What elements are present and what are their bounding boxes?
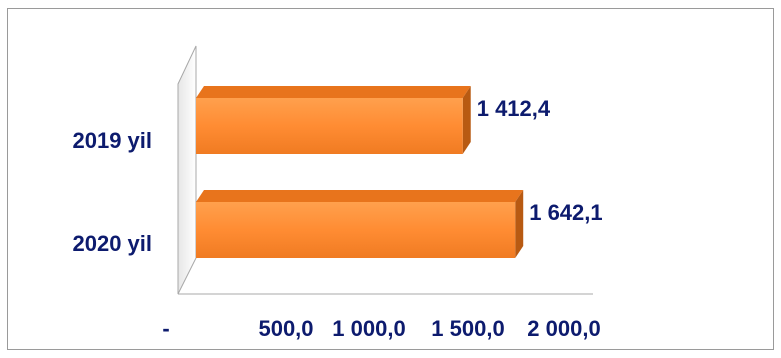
bar-top-face: [196, 190, 524, 202]
category-label: 2019 yil: [72, 128, 152, 153]
bar-end-face: [515, 190, 524, 258]
bar-top-face: [196, 86, 471, 98]
bars-layer: [196, 86, 524, 258]
x-tick-label: 2 000,0: [527, 316, 600, 341]
x-tick-label: 500,0: [258, 316, 313, 341]
x-tick-label: 1 000,0: [332, 316, 405, 341]
bar-front-face: [196, 98, 463, 154]
bar-front-face: [196, 202, 516, 258]
value-label: 1 412,4: [477, 96, 551, 121]
bar-end-face: [462, 86, 471, 154]
bar-2019-yil: [196, 86, 471, 154]
x-tick-label: -: [162, 316, 169, 341]
labels-layer: 2019 yil 1 412,4 2020 yil 1 642,1 - 500,0 1 00…: [72, 96, 602, 341]
bar-2020-yil: [196, 190, 524, 258]
value-label: 1 642,1: [529, 200, 602, 225]
x-tick-label: 1 500,0: [431, 316, 504, 341]
side-wall: [177, 45, 197, 295]
chart-frame: [7, 8, 774, 350]
category-label: 2020 yil: [72, 231, 152, 256]
